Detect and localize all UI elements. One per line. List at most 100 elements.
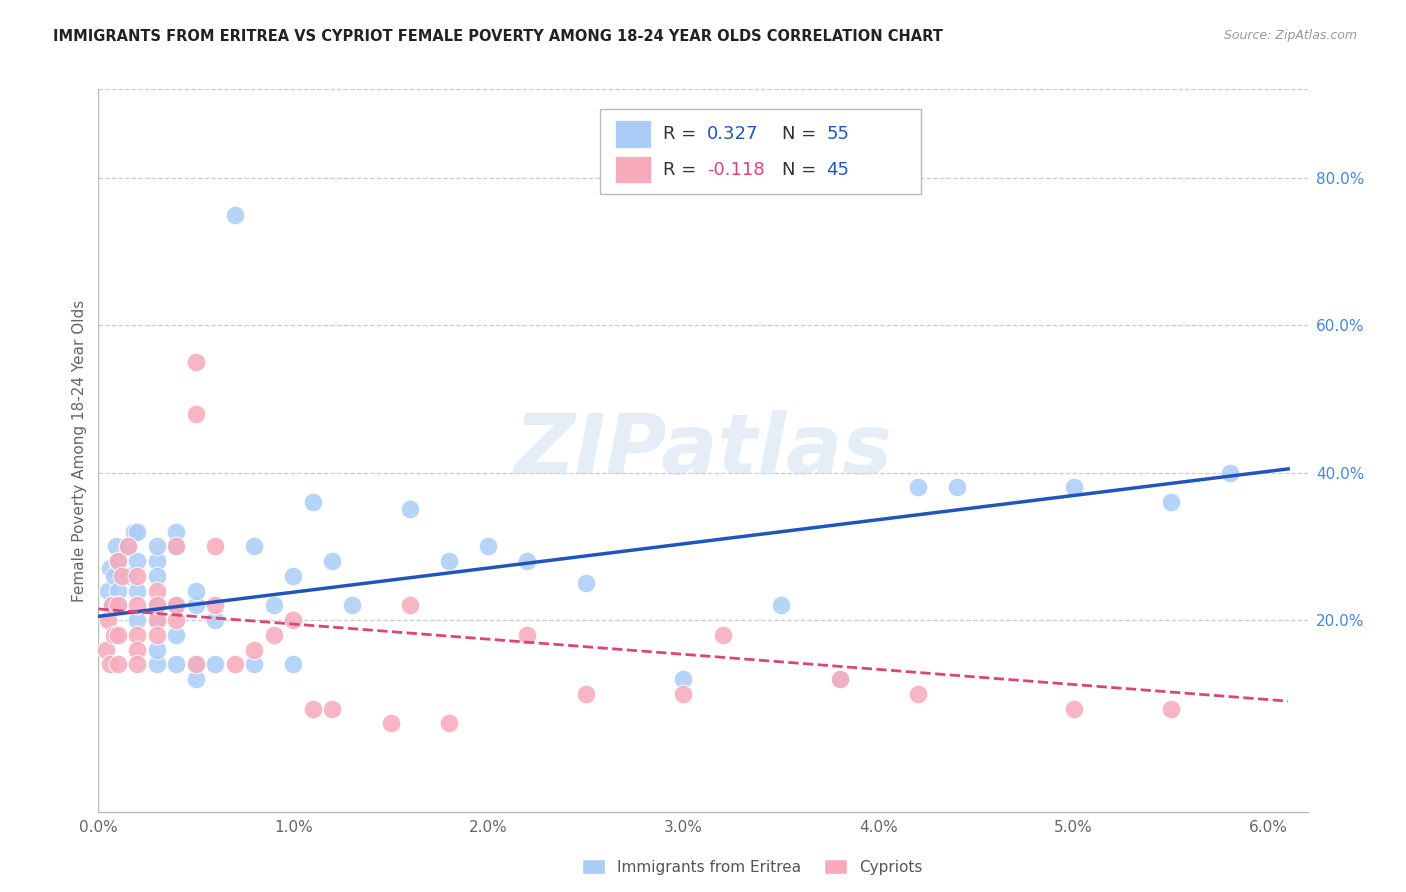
Text: 55: 55 [827, 125, 849, 143]
Point [127, 599, 149, 613]
Point [184, 583, 207, 598]
Point [98, 561, 121, 575]
Point [828, 672, 851, 686]
Point [117, 569, 139, 583]
Point [103, 569, 125, 583]
Point [165, 657, 187, 672]
Point [101, 599, 124, 613]
Text: 0.327: 0.327 [707, 125, 758, 143]
Point [107, 554, 129, 568]
Point [165, 599, 187, 613]
Point [263, 599, 285, 613]
Point [184, 672, 207, 686]
Point [107, 657, 129, 672]
Point [146, 599, 169, 613]
Point [477, 539, 499, 553]
Point [103, 628, 125, 642]
Point [302, 701, 325, 715]
Point [769, 599, 792, 613]
Point [127, 613, 149, 627]
Point [127, 642, 149, 657]
Bar [614, 156, 651, 183]
Point [146, 613, 169, 627]
Point [165, 524, 187, 539]
Point [672, 687, 695, 701]
Point [97, 583, 120, 598]
Point [907, 480, 929, 494]
Bar [614, 120, 651, 148]
Point [165, 539, 187, 553]
Point [439, 554, 461, 568]
Point [184, 355, 207, 369]
Point [127, 554, 149, 568]
Point [263, 628, 285, 642]
Point [184, 599, 207, 613]
Legend: Immigrants from Eritrea, Cypriots: Immigrants from Eritrea, Cypriots [575, 853, 929, 880]
Point [945, 480, 967, 494]
Point [184, 657, 207, 672]
Point [101, 599, 124, 613]
Point [516, 628, 538, 642]
Point [165, 628, 187, 642]
Point [828, 672, 851, 686]
Point [321, 701, 343, 715]
Point [204, 657, 226, 672]
Point [146, 613, 169, 627]
Point [907, 687, 929, 701]
Point [204, 599, 226, 613]
Point [1160, 701, 1182, 715]
Point [340, 599, 363, 613]
Point [204, 539, 226, 553]
Point [575, 576, 598, 591]
Point [380, 716, 402, 731]
Y-axis label: Female Poverty Among 18-24 Year Olds: Female Poverty Among 18-24 Year Olds [72, 300, 87, 601]
Text: -0.118: -0.118 [707, 161, 765, 179]
Point [399, 502, 422, 516]
Point [146, 642, 169, 657]
Point [165, 539, 187, 553]
Point [165, 599, 187, 613]
Point [127, 657, 149, 672]
Point [96, 642, 118, 657]
Point [98, 657, 121, 672]
Point [224, 657, 246, 672]
Point [439, 716, 461, 731]
Point [184, 657, 207, 672]
Point [127, 628, 149, 642]
Point [107, 554, 129, 568]
Point [107, 583, 129, 598]
Point [107, 599, 129, 613]
Point [283, 613, 305, 627]
Text: R =: R = [664, 125, 702, 143]
Point [283, 657, 305, 672]
Point [243, 657, 266, 672]
Point [146, 599, 169, 613]
Point [283, 569, 305, 583]
Point [146, 583, 169, 598]
Point [321, 554, 343, 568]
Point [399, 599, 422, 613]
Text: 45: 45 [827, 161, 849, 179]
Point [711, 628, 734, 642]
Point [146, 554, 169, 568]
Text: N =: N = [782, 125, 821, 143]
Point [243, 539, 266, 553]
Point [146, 569, 169, 583]
Point [97, 613, 120, 627]
Text: ZIPatlas: ZIPatlas [515, 410, 891, 491]
Point [1160, 495, 1182, 509]
Text: N =: N = [782, 161, 821, 179]
Point [146, 628, 169, 642]
Point [107, 628, 129, 642]
Point [127, 524, 149, 539]
Point [1063, 480, 1085, 494]
Text: Source: ZipAtlas.com: Source: ZipAtlas.com [1223, 29, 1357, 42]
Point [243, 642, 266, 657]
Point [127, 569, 149, 583]
Point [111, 569, 134, 583]
Point [204, 613, 226, 627]
Point [127, 583, 149, 598]
Point [122, 524, 145, 539]
Point [104, 539, 127, 553]
Point [107, 599, 129, 613]
